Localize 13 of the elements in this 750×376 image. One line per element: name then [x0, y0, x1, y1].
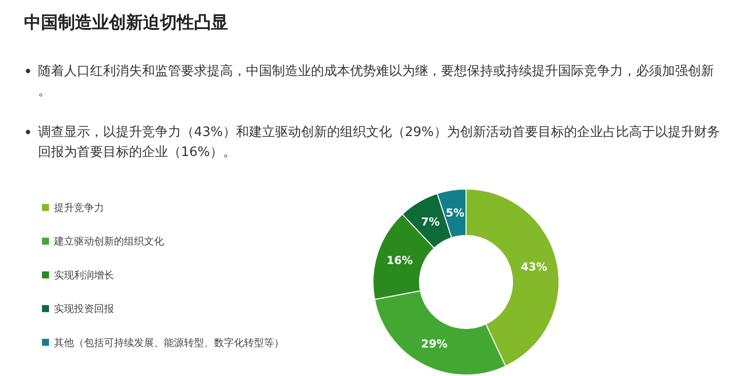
legend-label: 其他（包括可持续发展、能源转型、数字化转型等） — [54, 336, 284, 349]
data-label: 5% — [446, 206, 464, 220]
legend-label: 实现投资回报 — [54, 303, 114, 316]
legend-label: 实现利润增长 — [54, 269, 114, 282]
legend-label: 提升竞争力 — [54, 202, 104, 214]
legend-label: 建立驱动创新的组织文化 — [53, 236, 164, 248]
text: 随着人口红利消失和监管要求提高，中国制造业的成本优势难以为继，要想保持或持续提升国际竞争力，必须加强创新。 — [38, 63, 714, 99]
text: 调查显示，以提升竞争力（43%）和建立驱动创新的组织文化（29%）为创新活动首要目标的企业占比高于以提升财务回报为首要目标的企业（16%）。 — [38, 124, 720, 160]
data-label: 29% — [421, 338, 448, 351]
data-label: 43% — [520, 260, 548, 274]
data-label: 16% — [386, 254, 413, 267]
data-label: 7% — [421, 215, 440, 228]
chart-title: 中国制造业创新迫切性凸显 — [24, 13, 228, 33]
